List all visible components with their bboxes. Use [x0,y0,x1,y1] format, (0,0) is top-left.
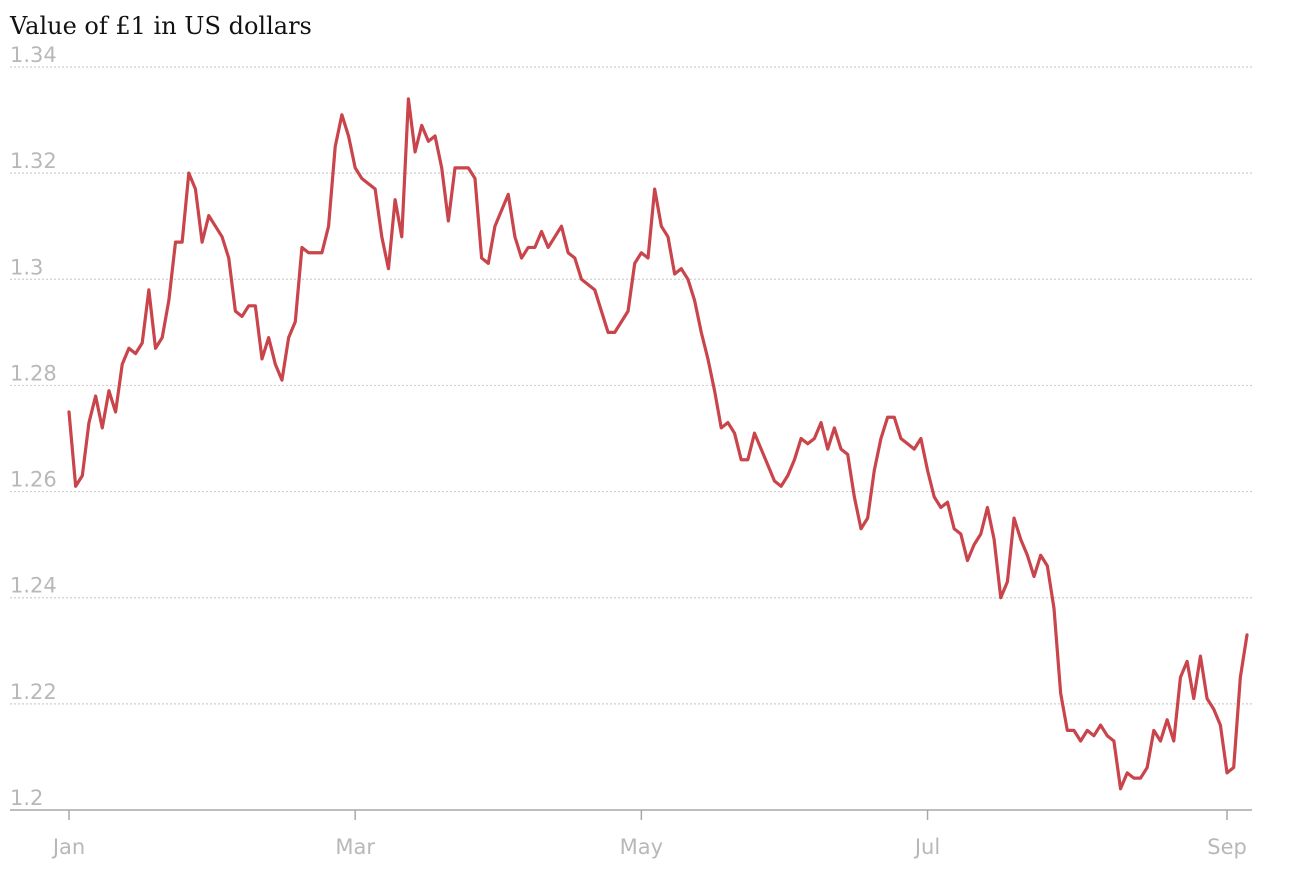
line [67,97,1249,791]
x-tick-label: Jan [51,835,85,859]
x-tick-label: Mar [335,835,375,859]
y-tick-label: 1.22 [10,680,57,704]
x-tick-label: May [620,835,663,859]
x-tick-label: Sep [1207,835,1247,859]
y-tick-label: 1.34 [10,43,57,67]
y-tick-label: 1.28 [10,361,57,385]
y-tick-label: 1.2 [10,786,43,810]
y-tick-label: 1.24 [10,574,57,598]
y-tick-label: 1.32 [10,149,57,173]
y-tick-label: 1.3 [10,255,43,279]
y-tick-label: 1.26 [10,468,57,492]
chart-title: Value of £1 in US dollars [9,12,312,40]
x-tick-label: Jul [913,835,940,859]
